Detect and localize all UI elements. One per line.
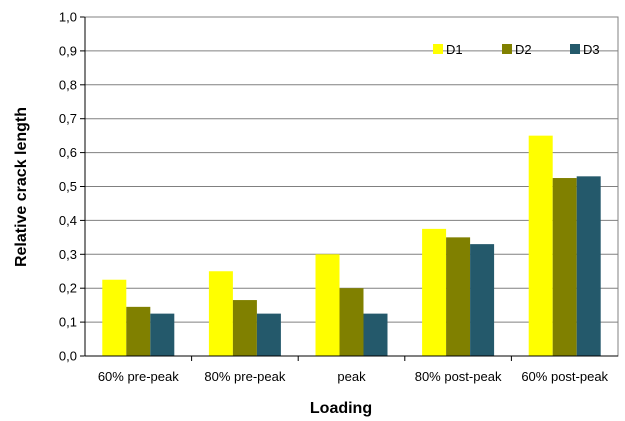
y-tick-label: 0,6 [59,145,77,160]
legend-label: D3 [583,42,600,57]
y-tick-label: 0,3 [59,247,77,262]
legend-label: D1 [446,42,463,57]
bar [552,178,577,356]
x-tick-label: 80% pre-peak [204,369,285,384]
bar [208,271,233,356]
legend-swatch [570,44,580,54]
legend-swatch [502,44,512,54]
legend-label: D2 [515,42,532,57]
bar [256,313,281,356]
bar [102,279,127,356]
bar [363,313,388,356]
bar [446,237,471,356]
bar [422,228,447,356]
bar [150,313,175,356]
bar [576,176,601,356]
bar [528,135,553,356]
x-tick-label: 60% post-peak [521,369,608,384]
y-tick-label: 0,2 [59,281,77,296]
y-axis-title: Relative crack length [13,107,30,267]
y-tick-label: 0,7 [59,111,77,126]
x-axis-title: Loading [310,400,372,417]
bar [315,254,340,356]
y-tick-label: 0,8 [59,77,77,92]
axes [80,16,619,361]
x-tick-label: 60% pre-peak [98,369,179,384]
bar [126,306,151,356]
y-tick-label: 0,5 [59,179,77,194]
legend-swatch [433,44,443,54]
x-tick-label: 80% post-peak [415,369,502,384]
bar [339,288,364,356]
x-tick-labels: 60% pre-peak 80% pre-peak peak 80% post-pea… [98,369,609,384]
y-tick-label: 0,4 [59,213,77,228]
y-tick-label: 0,1 [59,315,77,330]
x-tick-label: peak [337,369,366,384]
bars [102,135,601,356]
bar [232,300,257,356]
y-tick-label: 0,9 [59,43,77,58]
bar [470,244,495,356]
y-tick-label: 1,0 [59,10,77,25]
y-tick-label: 0,0 [59,349,77,364]
y-tick-labels: 0,0 0,1 0,2 0,3 0,4 0,5 0,6 0,7 0,8 0,9 1,0 [59,10,77,364]
legend: D1 D2 D3 [433,42,600,57]
